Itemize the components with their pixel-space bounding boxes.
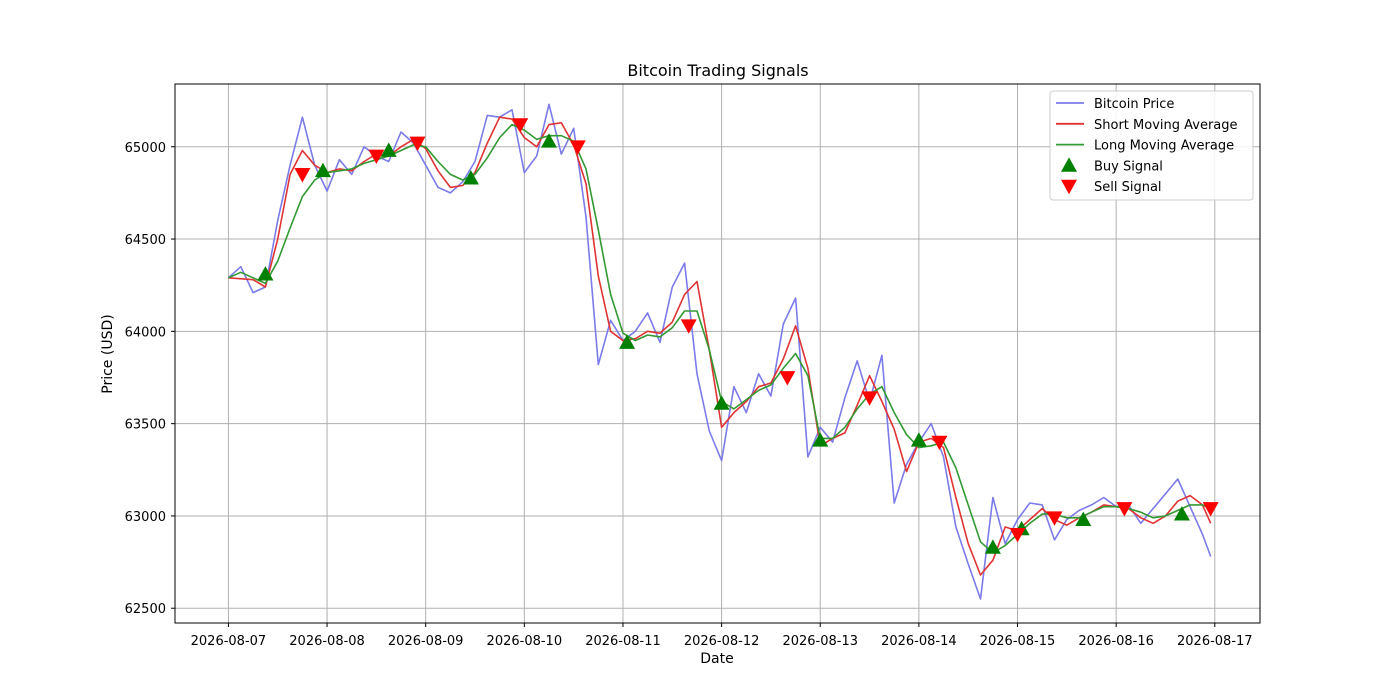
axes-frame bbox=[174, 83, 1261, 624]
sell-signal-marker bbox=[680, 319, 697, 334]
x-tick-label: 2026-08-14 bbox=[881, 634, 957, 649]
y-tick-label: 64500 bbox=[125, 233, 166, 248]
sell-signal-marker bbox=[569, 140, 586, 155]
x-tick-label: 2026-08-13 bbox=[782, 634, 858, 649]
legend-entry-price-label: Bitcoin Price bbox=[1094, 97, 1174, 112]
grid bbox=[175, 84, 1260, 623]
x-tick-label: 2026-08-15 bbox=[980, 634, 1056, 649]
sell-signal-marker bbox=[861, 391, 878, 406]
sell-signal-marker bbox=[1046, 511, 1063, 526]
buy-signal-marker bbox=[540, 133, 557, 148]
sell-signal-marker bbox=[931, 435, 948, 451]
x-axis-label: Date bbox=[700, 651, 733, 667]
buy-signal-marker bbox=[713, 395, 730, 410]
sell-signal-marker bbox=[512, 118, 529, 133]
sell-signal-marker bbox=[294, 168, 311, 183]
legend-entry-short-ma-label: Short Moving Average bbox=[1094, 118, 1238, 133]
chart-title: Bitcoin Trading Signals bbox=[627, 61, 808, 80]
buy-signal-marker bbox=[1173, 506, 1190, 521]
legend-entry-buy-swatch bbox=[1061, 157, 1077, 172]
buy-signal-marker bbox=[257, 266, 274, 281]
y-tick-label: 63000 bbox=[125, 510, 166, 525]
buy-signal-marker bbox=[380, 142, 397, 157]
axes: 2026-08-07 2026-08-08 2026-08-09 2026-08-10… bbox=[125, 83, 1261, 649]
x-tick-label: 2026-08-17 bbox=[1177, 634, 1253, 649]
buy-signal-marker bbox=[1075, 511, 1092, 527]
y-tick-label: 63500 bbox=[125, 418, 166, 433]
legend-entry-sell-swatch bbox=[1061, 179, 1077, 195]
buy-signal-marker bbox=[314, 162, 331, 178]
y-tick-label: 62500 bbox=[125, 602, 166, 617]
legend: Bitcoin Price Short Moving Average Long Mo… bbox=[1049, 90, 1254, 201]
buy-signal-marker bbox=[462, 170, 479, 185]
legend-entry-buy-label: Buy Signal bbox=[1094, 159, 1163, 174]
x-tick-label: 2026-08-12 bbox=[684, 634, 760, 649]
sell-signal-marker bbox=[1202, 502, 1219, 517]
sell-signal-marker bbox=[1009, 527, 1026, 543]
buy-signal-marker bbox=[984, 539, 1001, 554]
buy-signal-marker bbox=[812, 432, 829, 447]
x-tick-label: 2026-08-16 bbox=[1078, 634, 1154, 649]
x-tick-label: 2026-08-09 bbox=[388, 634, 464, 649]
x-tick-label: 2026-08-08 bbox=[289, 634, 365, 649]
y-tick-label: 65000 bbox=[125, 141, 166, 156]
signal-markers bbox=[257, 118, 1219, 554]
x-tick-label: 2026-08-07 bbox=[191, 634, 267, 649]
sell-signal-marker bbox=[779, 371, 796, 386]
legend-entry-long-ma-label: Long Moving Average bbox=[1094, 139, 1234, 154]
x-tick-label: 2026-08-11 bbox=[585, 634, 661, 649]
sell-signal-marker bbox=[409, 136, 426, 152]
y-tick-label: 64000 bbox=[125, 325, 166, 340]
buy-signal-marker bbox=[619, 334, 636, 349]
sell-signal-marker bbox=[368, 149, 385, 164]
legend-entry-sell-label: Sell Signal bbox=[1094, 180, 1162, 195]
buy-signal-marker bbox=[910, 432, 927, 447]
legend-box bbox=[1049, 90, 1254, 201]
y-axis-label: Price (USD) bbox=[100, 314, 116, 393]
sell-signal-marker bbox=[1116, 502, 1133, 517]
x-tick-label: 2026-08-10 bbox=[487, 634, 563, 649]
